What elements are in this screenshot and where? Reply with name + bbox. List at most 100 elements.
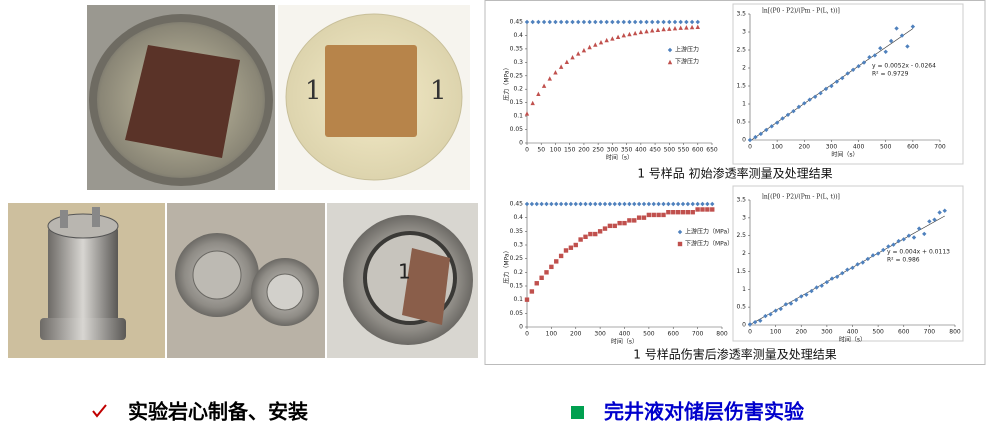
formula: ln[(P0 - P2)/(Pm - P(L, t))]	[762, 8, 840, 15]
y-axis-label: 压力（MPa）	[503, 64, 511, 100]
marker	[758, 131, 764, 137]
bullet-text: 完井液对储层伤害实验	[604, 400, 804, 424]
y-tick-label: 0.45	[510, 19, 524, 26]
marker	[690, 201, 695, 207]
marker	[627, 201, 632, 207]
marker	[875, 251, 881, 256]
marker	[539, 275, 544, 280]
marker	[710, 207, 715, 212]
y-tick-label: 0.35	[510, 228, 524, 235]
marker	[705, 201, 710, 207]
x-tick-label: 400	[853, 144, 865, 151]
marker	[883, 49, 888, 54]
x-tick-label: 400	[635, 147, 647, 154]
marker	[667, 26, 672, 31]
x-tick-label: 0	[525, 331, 529, 338]
marker	[644, 28, 649, 34]
trend-equation: y = 0.0052x - 0.0264	[872, 63, 936, 70]
y-tick-label: 0.15	[510, 99, 524, 106]
y-tick-label: 3.5	[736, 11, 746, 18]
x-tick-label: 150	[564, 147, 576, 154]
y-tick-label: 3	[742, 29, 746, 36]
marker	[700, 201, 705, 207]
x-tick-label: 0	[748, 329, 752, 336]
marker	[524, 201, 530, 207]
y-tick-label: 0.5	[736, 304, 746, 311]
marker	[612, 223, 617, 229]
marker	[812, 94, 818, 99]
y-tick-label: 0	[519, 140, 523, 147]
marker	[850, 265, 855, 271]
x-tick-label: 500	[664, 147, 676, 154]
marker	[621, 32, 626, 38]
y-tick-label: 0.2	[513, 269, 523, 276]
x-tick-label: 100	[546, 331, 558, 338]
y-tick-label: 0.3	[513, 242, 523, 249]
marker	[861, 60, 867, 65]
legend-label: 上游压力（MPa）	[685, 228, 733, 236]
marker	[684, 19, 689, 25]
x-axis-label: 时间（s）	[611, 338, 638, 346]
legend-swatch	[667, 47, 673, 53]
marker	[607, 201, 613, 207]
y-tick-label: 0.25	[510, 255, 524, 262]
marker	[845, 267, 850, 272]
marker	[602, 226, 608, 231]
x-tick-label: 700	[934, 144, 946, 151]
marker	[587, 19, 592, 25]
marker	[802, 101, 807, 106]
marker	[865, 256, 871, 262]
y-tick-label: 0.25	[510, 72, 524, 79]
marker	[783, 302, 789, 307]
marker	[793, 297, 799, 303]
marker	[610, 19, 615, 25]
marker	[563, 201, 569, 207]
marker	[758, 318, 763, 323]
y-tick-label: 2	[742, 250, 746, 257]
chart-panel	[484, 0, 986, 365]
marker	[834, 274, 840, 279]
marker	[578, 201, 583, 207]
marker	[604, 37, 609, 43]
marker	[764, 127, 769, 133]
marker	[814, 285, 819, 290]
x-tick-label: 600	[907, 144, 919, 151]
marker	[576, 19, 581, 25]
marker	[671, 210, 676, 215]
x-tick-label: 500	[880, 144, 892, 151]
marker	[581, 19, 587, 25]
marker	[650, 28, 655, 33]
marker	[881, 247, 886, 253]
marker	[593, 201, 598, 207]
marker	[568, 245, 574, 250]
marker	[646, 201, 652, 207]
marker	[710, 201, 715, 207]
marker	[607, 223, 613, 229]
marker	[942, 208, 947, 213]
x-tick-label: 100	[770, 329, 782, 336]
photo-core-sample: 1 1	[278, 5, 470, 190]
y-tick-label: 0.1	[513, 113, 523, 120]
marker	[763, 313, 768, 319]
marker	[576, 51, 581, 56]
marker	[598, 19, 604, 25]
y-tick-label: 0.05	[510, 126, 524, 133]
y-tick-label: 0.05	[510, 310, 524, 317]
marker	[554, 259, 559, 264]
marker	[824, 279, 830, 285]
marker	[539, 201, 544, 207]
marker	[901, 237, 906, 242]
marker	[587, 44, 592, 50]
marker	[610, 36, 615, 41]
marker	[632, 201, 637, 207]
marker	[549, 264, 554, 270]
marker	[747, 137, 753, 143]
y-tick-label: 0.4	[513, 214, 523, 221]
marker	[773, 308, 778, 313]
check-icon	[92, 404, 107, 418]
marker	[788, 301, 794, 306]
marker	[646, 212, 652, 218]
marker	[818, 91, 823, 96]
marker	[778, 306, 783, 312]
photo-label: 1	[305, 76, 322, 106]
